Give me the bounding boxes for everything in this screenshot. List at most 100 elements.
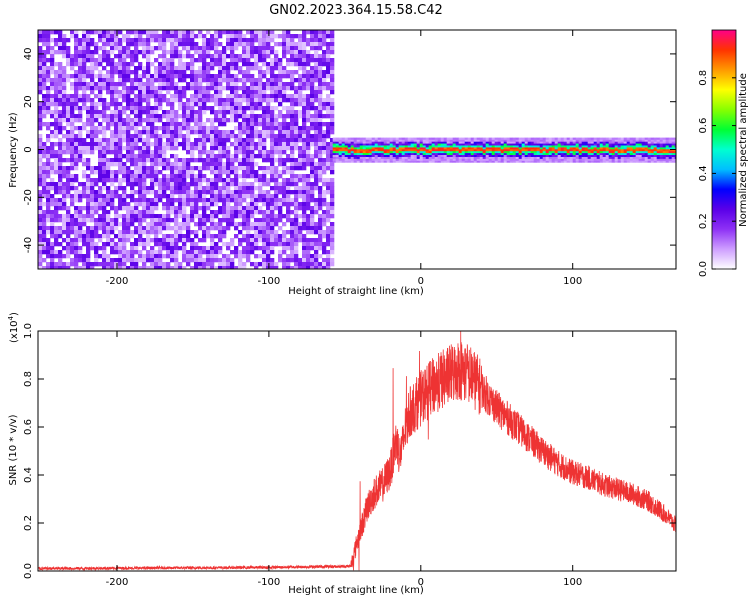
heatmap-cell xyxy=(174,50,179,55)
heatmap-cell xyxy=(90,54,95,59)
heatmap-cell xyxy=(126,250,131,255)
heatmap-cell xyxy=(250,38,255,43)
heatmap-cell xyxy=(118,186,123,191)
heatmap-cell xyxy=(150,186,155,191)
heatmap-cell xyxy=(50,78,55,83)
heatmap-cell xyxy=(42,250,47,255)
heatmap-cell xyxy=(170,30,175,35)
heatmap-cell xyxy=(166,214,171,219)
heatmap-cell xyxy=(286,230,291,235)
heatmap-cell xyxy=(130,62,135,67)
heatmap-cell xyxy=(246,146,251,151)
heatmap-cell xyxy=(50,210,55,215)
heatmap-cell xyxy=(338,154,342,157)
heatmap-cell xyxy=(344,152,348,155)
heatmap-cell xyxy=(102,242,107,247)
heatmap-cell xyxy=(74,162,79,167)
heatmap-cell xyxy=(178,162,183,167)
heatmap-cell xyxy=(54,154,59,159)
heatmap-cell xyxy=(46,190,51,195)
heatmap-cell xyxy=(344,150,348,154)
heatmap-cell xyxy=(58,74,63,79)
heatmap-cell xyxy=(587,147,591,150)
heatmap-cell xyxy=(146,214,151,219)
heatmap-cell xyxy=(314,162,319,167)
heatmap-cell xyxy=(86,134,91,139)
heatmap-cell xyxy=(66,118,71,123)
heatmap-cell xyxy=(467,137,471,140)
heatmap-cell xyxy=(250,194,255,199)
heatmap-cell xyxy=(102,50,107,55)
heatmap-cell xyxy=(242,58,247,63)
heatmap-cell xyxy=(50,50,55,55)
heatmap-cell xyxy=(262,38,267,43)
heatmap-cell xyxy=(198,186,203,191)
heatmap-cell xyxy=(362,150,366,154)
heatmap-cell xyxy=(162,218,167,223)
heatmap-cell xyxy=(118,74,123,79)
heatmap-cell xyxy=(341,147,345,150)
heatmap-cell xyxy=(118,102,123,107)
heatmap-cell xyxy=(278,66,283,71)
heatmap-cell xyxy=(452,149,456,152)
heatmap-cell xyxy=(318,74,323,79)
heatmap-cell xyxy=(608,145,612,148)
heatmap-cell xyxy=(542,147,546,150)
heatmap-cell xyxy=(443,143,447,146)
heatmap-cell xyxy=(410,154,414,157)
heatmap-cell xyxy=(310,226,315,231)
heatmap-cell xyxy=(521,152,525,155)
heatmap-cell xyxy=(266,114,271,119)
heatmap-cell xyxy=(126,90,131,95)
heatmap-cell xyxy=(302,186,307,191)
heatmap-cell xyxy=(302,66,307,71)
heatmap-cell xyxy=(548,152,552,155)
heatmap-cell xyxy=(314,142,319,147)
heatmap-cell xyxy=(78,86,83,91)
heatmap-cell xyxy=(407,152,411,155)
heatmap-cell xyxy=(82,126,87,131)
heatmap-cell xyxy=(82,194,87,199)
heatmap-cell xyxy=(422,160,426,163)
heatmap-cell xyxy=(290,222,295,227)
heatmap-cell xyxy=(422,156,426,159)
heatmap-cell xyxy=(310,30,315,35)
heatmap-cell xyxy=(310,242,315,247)
heatmap-cell xyxy=(126,218,131,223)
heatmap-cell xyxy=(62,110,67,115)
heatmap-cell xyxy=(274,194,279,199)
heatmap-cell xyxy=(286,178,291,183)
heatmap-cell xyxy=(138,122,143,127)
heatmap-cell xyxy=(102,106,107,111)
heatmap-cell xyxy=(134,226,139,231)
heatmap-cell xyxy=(578,137,582,140)
heatmap-cell xyxy=(110,146,115,151)
heatmap-cell xyxy=(605,141,609,144)
heatmap-cell xyxy=(377,147,381,150)
heatmap-cell xyxy=(42,182,47,187)
heatmap-cell xyxy=(566,139,570,142)
heatmap-cell xyxy=(485,139,489,142)
heatmap-cell xyxy=(286,70,291,75)
heatmap-cell xyxy=(326,158,331,163)
heatmap-cell xyxy=(134,190,139,195)
heatmap-cell xyxy=(162,34,167,39)
heatmap-cell xyxy=(473,147,477,150)
heatmap-cell xyxy=(122,206,127,211)
heatmap-cell xyxy=(274,98,279,103)
heatmap-cell xyxy=(270,58,275,63)
heatmap-cell xyxy=(202,134,207,139)
heatmap-cell xyxy=(437,152,441,155)
heatmap-cell xyxy=(166,194,171,199)
heatmap-cell xyxy=(488,149,492,152)
heatmap-cell xyxy=(419,141,423,144)
heatmap-cell xyxy=(326,250,331,255)
heatmap-cell xyxy=(162,114,167,119)
heatmap-cell xyxy=(626,143,630,146)
heatmap-cell xyxy=(198,174,203,179)
heatmap-cell xyxy=(587,154,591,157)
heatmap-cell xyxy=(497,149,501,152)
heatmap-cell xyxy=(536,141,540,144)
heatmap-cell xyxy=(226,214,231,219)
heatmap-cell xyxy=(332,154,336,157)
